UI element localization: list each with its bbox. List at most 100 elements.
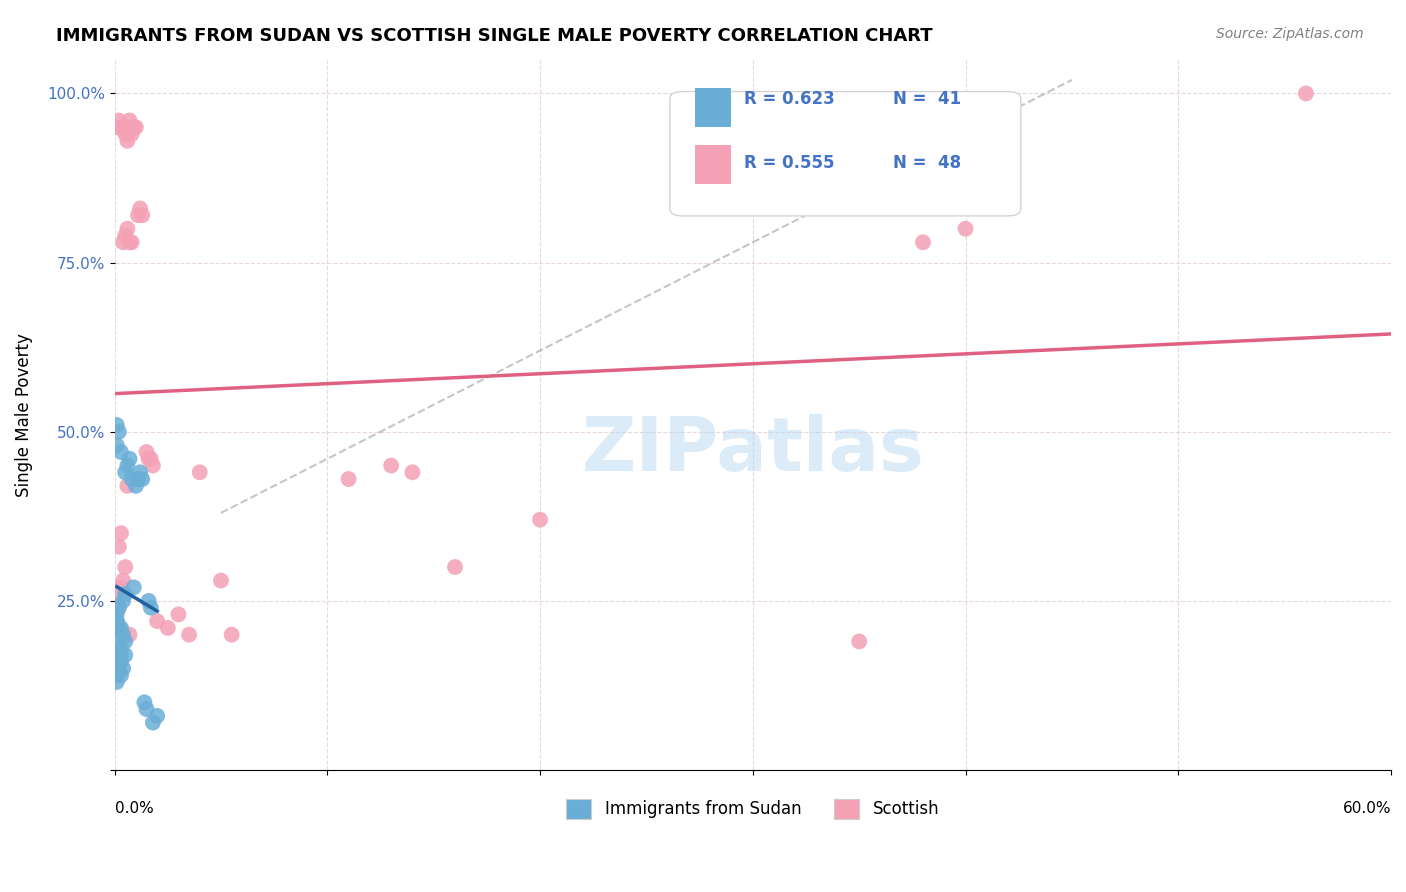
Point	[110, 445, 132, 459]
Point	[105, 614, 128, 628]
Text: N =  41: N = 41	[893, 90, 962, 108]
Point	[112, 235, 135, 250]
Point	[105, 655, 128, 669]
Point	[122, 580, 145, 594]
Point	[401, 465, 423, 479]
Point	[121, 127, 143, 141]
Point	[108, 641, 131, 656]
Text: IMMIGRANTS FROM SUDAN VS SCOTTISH SINGLE MALE POVERTY CORRELATION CHART: IMMIGRANTS FROM SUDAN VS SCOTTISH SINGLE…	[56, 27, 932, 45]
Point	[188, 465, 211, 479]
Point	[118, 451, 141, 466]
Point	[114, 228, 136, 243]
Point	[142, 458, 165, 473]
Point	[117, 458, 139, 473]
Text: R = 0.555: R = 0.555	[744, 153, 834, 171]
FancyBboxPatch shape	[696, 145, 731, 184]
Point	[114, 127, 136, 141]
Point	[110, 580, 132, 594]
Point	[114, 648, 136, 662]
Point	[105, 438, 128, 452]
Point	[110, 621, 132, 635]
Point	[146, 614, 169, 628]
Point	[114, 465, 136, 479]
Point	[105, 120, 128, 135]
Point	[177, 628, 200, 642]
Point	[118, 235, 141, 250]
Point	[112, 594, 135, 608]
Text: 0.0%: 0.0%	[115, 800, 153, 815]
Text: Source: ZipAtlas.com: Source: ZipAtlas.com	[1216, 27, 1364, 41]
Point	[127, 208, 149, 222]
Point	[110, 120, 132, 135]
Point	[105, 614, 128, 628]
Point	[125, 479, 148, 493]
Text: ZIPatlas: ZIPatlas	[582, 414, 924, 487]
Point	[131, 208, 153, 222]
Point	[529, 513, 551, 527]
Point	[142, 715, 165, 730]
Point	[114, 560, 136, 574]
Point	[138, 594, 160, 608]
Point	[122, 120, 145, 135]
Point	[110, 668, 132, 682]
Point	[108, 661, 131, 675]
Point	[110, 526, 132, 541]
Point	[129, 202, 152, 216]
Point	[167, 607, 190, 622]
Point	[108, 600, 131, 615]
Point	[221, 628, 243, 642]
Point	[125, 120, 148, 135]
Point	[848, 634, 870, 648]
Point	[105, 675, 128, 690]
Point	[108, 628, 131, 642]
FancyBboxPatch shape	[669, 92, 1021, 216]
Point	[911, 235, 934, 250]
Point	[134, 695, 156, 709]
Point	[131, 472, 153, 486]
Point	[117, 479, 139, 493]
Point	[110, 648, 132, 662]
Point	[129, 465, 152, 479]
Point	[146, 709, 169, 723]
Point	[139, 600, 162, 615]
Point	[118, 628, 141, 642]
Point	[105, 587, 128, 601]
Point	[955, 221, 977, 235]
Point	[105, 614, 128, 628]
Point	[108, 113, 131, 128]
Point	[114, 587, 136, 601]
Point	[127, 472, 149, 486]
Point	[138, 451, 160, 466]
Point	[135, 702, 157, 716]
Point	[117, 221, 139, 235]
Point	[118, 113, 141, 128]
Point	[108, 621, 131, 635]
Point	[112, 628, 135, 642]
Point	[108, 600, 131, 615]
Point	[444, 560, 467, 574]
Point	[121, 472, 143, 486]
Text: R = 0.623: R = 0.623	[744, 90, 835, 108]
Point	[135, 445, 157, 459]
Point	[108, 540, 131, 554]
Point	[114, 634, 136, 648]
Point	[380, 458, 402, 473]
Point	[105, 668, 128, 682]
Text: 60.0%: 60.0%	[1343, 800, 1391, 815]
Point	[156, 621, 179, 635]
Point	[121, 235, 143, 250]
Point	[110, 641, 132, 656]
Point	[337, 472, 360, 486]
FancyBboxPatch shape	[696, 88, 731, 127]
Legend: Immigrants from Sudan, Scottish: Immigrants from Sudan, Scottish	[560, 792, 946, 826]
Point	[209, 574, 232, 588]
Point	[105, 607, 128, 622]
Point	[110, 655, 132, 669]
Point	[112, 574, 135, 588]
Point	[105, 417, 128, 432]
Point	[1295, 87, 1317, 101]
Y-axis label: Single Male Poverty: Single Male Poverty	[15, 333, 32, 497]
Point	[139, 451, 162, 466]
Text: N =  48: N = 48	[893, 153, 962, 171]
Point	[108, 425, 131, 439]
